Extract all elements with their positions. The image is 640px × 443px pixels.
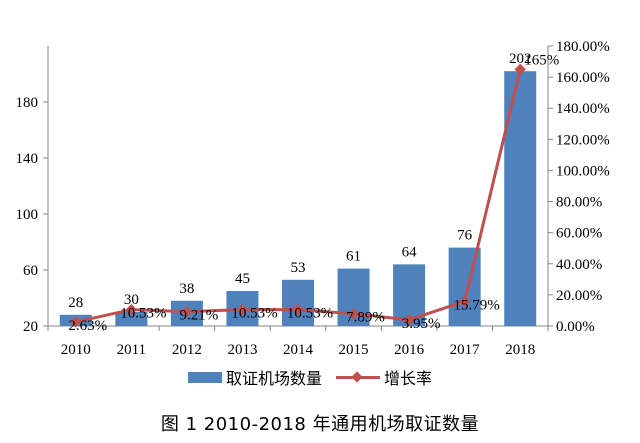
- figure-caption: 图 1 2010-2018 年通用机场取证数量: [160, 414, 480, 435]
- right-tick-label: 0.00%: [556, 319, 595, 335]
- growth-rate-point: [125, 303, 137, 316]
- bar-value-label: 61: [346, 249, 361, 265]
- legend: 取证机场数量 增长率: [0, 365, 640, 388]
- right-tick-label: 100.00%: [556, 163, 610, 179]
- right-tick-label: 60.00%: [556, 226, 602, 242]
- legend-item-bar: 取证机场数量: [188, 365, 322, 389]
- legend-bar-swatch: [188, 371, 222, 383]
- legend-line-label: 增长率: [384, 369, 433, 388]
- legend-bar-label: 取证机场数量: [226, 369, 323, 388]
- left-tick-label: 60: [23, 263, 38, 279]
- right-tick-label: 180.00%: [556, 39, 610, 55]
- bar-value-label: 28: [68, 295, 83, 311]
- bar: [115, 312, 148, 326]
- right-tick-label: 20.00%: [556, 288, 602, 304]
- x-tick-label: 2012: [172, 342, 202, 358]
- growth-rate-point: [459, 295, 471, 308]
- bar-value-label: 53: [291, 260, 306, 276]
- combo-chart: 20 60 100 140 180 0.00% 20.00% 40.00% 60.00% 80.0…: [16, 39, 610, 358]
- bar: [282, 279, 314, 326]
- right-tick-label: 160.00%: [556, 70, 610, 86]
- x-tick-label: 2016: [394, 342, 425, 358]
- left-tick-label: 140: [16, 151, 39, 167]
- legend-item-line: 增长率: [336, 365, 432, 389]
- growth-rate-label: 15.79%: [454, 297, 500, 313]
- growth-rate-label: 7.89%: [346, 310, 385, 326]
- bar-value-label: 76: [457, 228, 473, 244]
- growth-rate-point: [236, 303, 249, 316]
- growth-rate-point: [181, 306, 193, 318]
- growth-rate-label: 10.53%: [120, 306, 166, 322]
- right-tick-label: 40.00%: [556, 257, 602, 273]
- bar-value-label: 30: [124, 292, 139, 308]
- growth-rate-label: 2.63%: [68, 318, 107, 334]
- x-tick-label: 2013: [227, 342, 257, 358]
- growth-rate-label: 10.53%: [231, 306, 277, 322]
- right-tick-label: 120.00%: [556, 132, 610, 148]
- bar-value-label: 202: [509, 51, 532, 67]
- growth-rate-label: 3.95%: [402, 316, 441, 332]
- legend-line-swatch: [336, 371, 380, 383]
- x-tick-label: 2010: [61, 342, 91, 358]
- x-tick-label: 2014: [283, 342, 314, 358]
- growth-rate-label: 165%: [524, 52, 559, 68]
- x-tick-label: 2011: [117, 342, 146, 358]
- right-tick-label: 140.00%: [556, 101, 610, 117]
- x-tick-label: 2018: [505, 342, 535, 358]
- growth-rate-point: [403, 314, 415, 326]
- growth-rate-point: [292, 303, 304, 316]
- x-tick-label: 2015: [339, 342, 369, 358]
- bar-value-label: 64: [402, 244, 418, 260]
- left-tick-label: 100: [16, 207, 39, 223]
- left-tick-label: 20: [23, 319, 38, 335]
- bar: [504, 71, 537, 326]
- right-tick-label: 80.00%: [556, 195, 602, 211]
- growth-rate-label: 9.21%: [180, 308, 219, 324]
- growth-rate-label: 10.53%: [287, 306, 333, 322]
- bar-value-label: 45: [235, 271, 250, 287]
- bar-value-label: 38: [179, 281, 194, 297]
- growth-rate-point: [347, 308, 360, 320]
- x-tick-label: 2017: [450, 342, 481, 358]
- left-tick-label: 180: [16, 95, 39, 111]
